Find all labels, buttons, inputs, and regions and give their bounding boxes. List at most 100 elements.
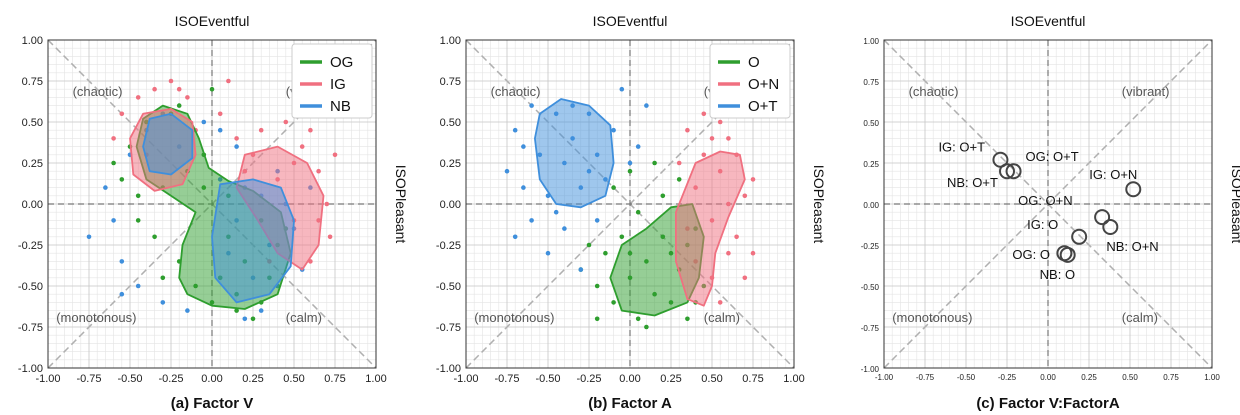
y-tick-label: 0.75	[863, 78, 879, 87]
x-tick-label: 0.25	[242, 373, 263, 385]
x-tick-label: 1.00	[1204, 373, 1220, 382]
data-point	[742, 275, 748, 281]
center-axes	[884, 40, 1212, 368]
x-tick-label: 0.50	[283, 373, 304, 385]
data-point	[652, 160, 657, 166]
data-point	[512, 234, 518, 240]
data-point	[135, 193, 141, 199]
legend: O O+N O+T	[709, 43, 791, 119]
centroid-label: NB: O+T	[947, 175, 998, 190]
quadrant-label: (calm)	[286, 310, 322, 325]
quadrant-label: (chaotic)	[491, 84, 541, 99]
data-point	[160, 275, 166, 281]
x-tick-label: 0.00	[1040, 373, 1056, 382]
y-tick-label: 0.25	[863, 160, 879, 169]
series-region-1	[675, 150, 746, 307]
data-point	[603, 250, 608, 256]
density-region	[534, 98, 615, 209]
x-tick-label: 0.75	[1163, 373, 1179, 382]
centroid-marker	[1125, 181, 1142, 198]
quadrant-label: (monotonous)	[56, 310, 136, 325]
data-point	[635, 316, 641, 322]
tick-labels: -1.00-1.00 -0.75 -0.75 -0.50 -0.50 -0.25 -0.25…	[18, 35, 387, 385]
right-axis-label: ISOPleasant	[811, 165, 827, 244]
y-tick-label: 0.00	[440, 199, 461, 211]
data-point	[717, 119, 723, 125]
panel-2: IG: O+T OG: O+T NB: O+T IG: O+N OG: O+N NB: O…	[861, 13, 1240, 412]
data-point	[160, 300, 166, 305]
data-point	[327, 234, 333, 240]
data-point	[234, 136, 239, 141]
data-point	[512, 127, 518, 133]
data-point	[258, 308, 264, 313]
data-point	[103, 185, 108, 190]
data-point	[553, 209, 559, 215]
x-tick-label: -1.00	[35, 373, 60, 385]
plot-frame	[465, 39, 795, 369]
data-point	[685, 127, 690, 133]
x-tick-label: 0.25	[1081, 373, 1097, 382]
data-point	[135, 218, 141, 223]
centroid-marker	[999, 163, 1015, 180]
y-tick-label: 0.00	[863, 201, 879, 210]
data-point	[562, 226, 567, 231]
x-tick-label: 0.00	[201, 373, 222, 385]
panel-caption: (b) Factor A	[588, 395, 672, 412]
x-tick-label: 0.75	[324, 373, 345, 385]
quadrant-label: (calm)	[704, 310, 740, 325]
data-point	[242, 316, 248, 322]
legend-label: O+T	[748, 98, 778, 115]
data-point	[709, 136, 715, 141]
series-region-2	[142, 112, 295, 304]
data-point	[521, 185, 526, 190]
density-region	[142, 112, 194, 176]
top-axis-label: ISOEventful	[593, 13, 668, 29]
data-point	[644, 103, 649, 108]
y-tick-label: -1.00	[18, 363, 43, 375]
y-tick-label: -0.25	[436, 240, 461, 252]
data-point	[594, 316, 600, 322]
data-point	[529, 218, 534, 223]
centroid-marker	[1005, 163, 1022, 180]
centroid-marker	[1102, 218, 1119, 235]
centroid-label: NB: O	[1040, 267, 1075, 282]
y-tick-label: 0.50	[440, 117, 461, 129]
data-point	[119, 177, 125, 182]
data-point	[734, 234, 739, 240]
data-point	[86, 234, 92, 240]
data-point	[644, 324, 649, 330]
quadrant-label: (chaotic)	[73, 84, 123, 99]
data-point	[742, 193, 748, 199]
data-point	[209, 86, 215, 92]
data-point	[226, 78, 231, 84]
y-tick-label: -1.00	[436, 363, 461, 375]
data-point	[611, 300, 616, 305]
tick-labels: -1.00-1.00 -0.75 -0.75 -0.50 -0.50 -0.25 -0.25…	[436, 35, 805, 385]
y-tick-label: 0.75	[440, 76, 461, 88]
data-point	[316, 168, 321, 174]
data-point	[234, 144, 239, 149]
x-tick-label: 0.75	[742, 373, 763, 385]
data-point	[685, 316, 690, 322]
x-tick-label: -0.25	[158, 373, 183, 385]
data-point	[611, 185, 616, 190]
centroid-label: OG: O	[1012, 247, 1050, 262]
data-point	[521, 144, 526, 149]
data-point	[185, 308, 190, 313]
legend-label: IG	[330, 76, 346, 93]
y-tick-label: -0.25	[18, 240, 43, 252]
data-point	[545, 250, 551, 256]
data-point	[234, 308, 239, 313]
density-region	[675, 150, 746, 307]
x-tick-label: -0.50	[535, 373, 560, 385]
data-point	[635, 144, 641, 149]
data-point	[726, 136, 731, 141]
legend-label: OG	[330, 54, 353, 71]
y-tick-label: 1.00	[863, 37, 879, 46]
x-tick-label: 0.00	[619, 373, 640, 385]
data-point	[701, 111, 707, 117]
quadrant-label: (chaotic)	[909, 84, 959, 99]
y-tick-label: -0.75	[861, 324, 880, 333]
legend: OG IG NB	[291, 43, 373, 119]
quadrant-label: (monotonous)	[474, 310, 554, 325]
